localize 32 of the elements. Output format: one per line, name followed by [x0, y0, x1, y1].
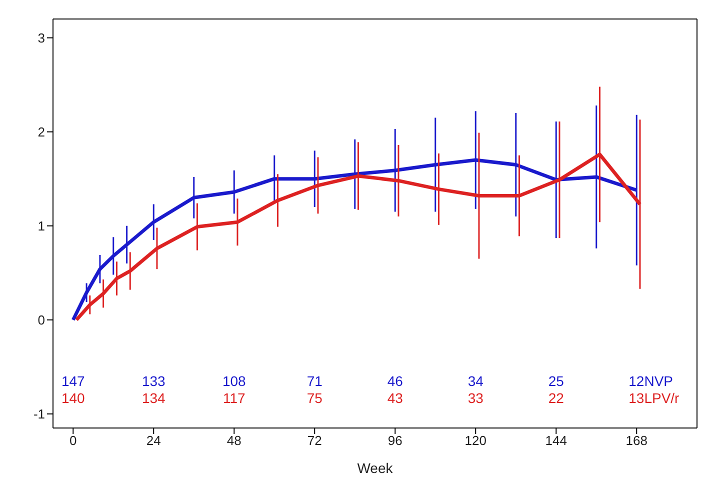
annotation: 147	[61, 373, 86, 389]
annotation: 133	[142, 373, 166, 389]
annotation: 12	[628, 373, 644, 389]
annotation: 117	[222, 390, 246, 406]
y-tick-label: 0	[38, 312, 45, 328]
y-tick-label: 2	[38, 124, 45, 140]
annotation: 140	[61, 390, 86, 406]
x-axis-title: Week	[357, 460, 394, 476]
annotation: 34	[468, 373, 484, 389]
annotation: 75	[306, 390, 323, 406]
x-tick-label: 120	[464, 433, 486, 448]
annotation: 25	[548, 373, 564, 389]
x-tick-label: 0	[70, 433, 77, 448]
x-tick-label: 168	[626, 433, 648, 448]
y-tick-label: 1	[38, 218, 45, 234]
annotation: 108	[222, 373, 246, 389]
x-tick-label: 144	[545, 433, 567, 448]
y-tick-label: -1	[33, 406, 45, 422]
y-tick-label: 3	[38, 30, 45, 46]
annotation: 46	[387, 373, 404, 389]
text: LPV/r	[644, 390, 680, 406]
x-tick-label: 96	[388, 433, 402, 448]
annotation: 43	[387, 390, 404, 406]
text: NVP	[644, 373, 673, 389]
annotation: 13	[628, 390, 644, 406]
x-tick-label: 24	[146, 433, 161, 448]
x-tick-label: 72	[307, 433, 322, 448]
x-tick-label: 48	[226, 433, 242, 448]
annotation: 33	[468, 390, 484, 406]
annotation: 71	[306, 373, 323, 389]
annotation: 134	[142, 390, 166, 406]
annotation: 22	[548, 390, 564, 406]
